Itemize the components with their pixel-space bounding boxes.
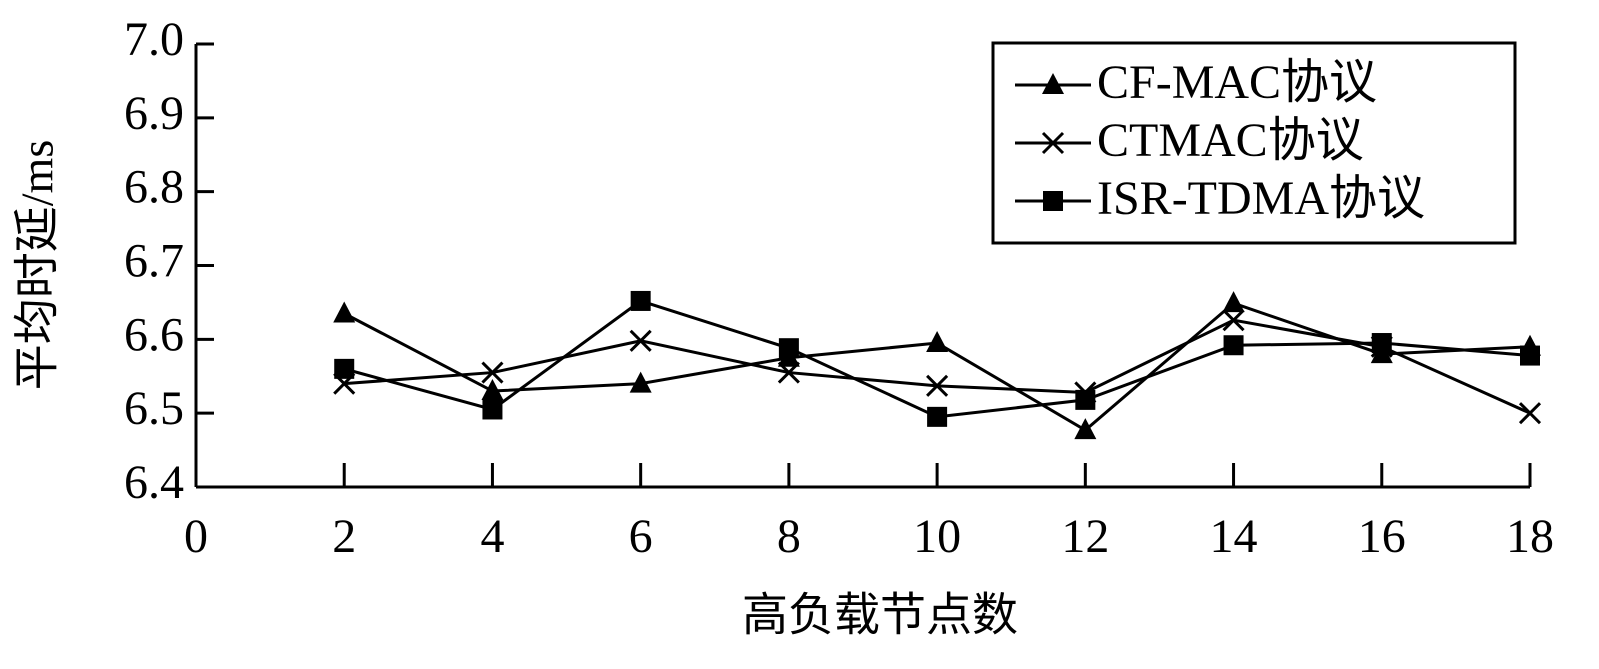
x-axis-title: 高负载节点数 [742,590,1018,641]
y-tick-label: 7.0 [124,13,184,66]
marker [1223,335,1244,356]
marker [1520,345,1540,366]
marker [629,371,652,393]
x-tick-label: 12 [1061,510,1109,563]
y-tick-label: 6.5 [124,382,184,435]
marker [481,361,504,384]
marker [1074,418,1097,440]
x-tick-label: 4 [480,510,504,563]
marker [1222,309,1245,332]
x-tick-label: 6 [629,510,653,563]
marker [1371,333,1392,354]
marker [926,331,949,353]
x-tick-label: 0 [184,510,208,563]
x-tick-label: 14 [1210,510,1258,563]
legend-label: ISR-TDMA协议 [1097,172,1425,225]
y-tick-label: 6.6 [124,308,184,361]
marker [927,406,948,427]
x-tick-label: 16 [1358,510,1406,563]
y-tick-label: 6.9 [124,87,184,140]
legend-marker [1042,73,1064,94]
legend-marker [1043,191,1063,211]
legend-label: CF-MAC协议 [1097,56,1377,109]
marker [333,301,356,323]
marker [1518,402,1542,425]
x-tick-label: 10 [913,510,961,563]
legend-marker [1041,131,1065,155]
y-tick-label: 6.4 [124,456,184,509]
x-tick-label: 2 [332,510,356,563]
y-tick-label: 6.7 [124,235,184,288]
y-tick-label: 6.8 [124,161,184,214]
x-tick-label: 8 [777,510,801,563]
marker [1222,291,1245,313]
marker [926,374,949,397]
marker [778,338,799,359]
marker [629,329,652,352]
legend-label: CTMAC协议 [1097,114,1364,167]
marker [1075,389,1096,410]
y-axis-title: 平均时延/ms [12,140,63,390]
marker [482,399,503,420]
marker [630,290,651,311]
marker [334,358,355,379]
marker [481,379,504,401]
series-line [343,299,1531,419]
x-tick-label: 18 [1506,510,1554,563]
marker [777,361,800,384]
